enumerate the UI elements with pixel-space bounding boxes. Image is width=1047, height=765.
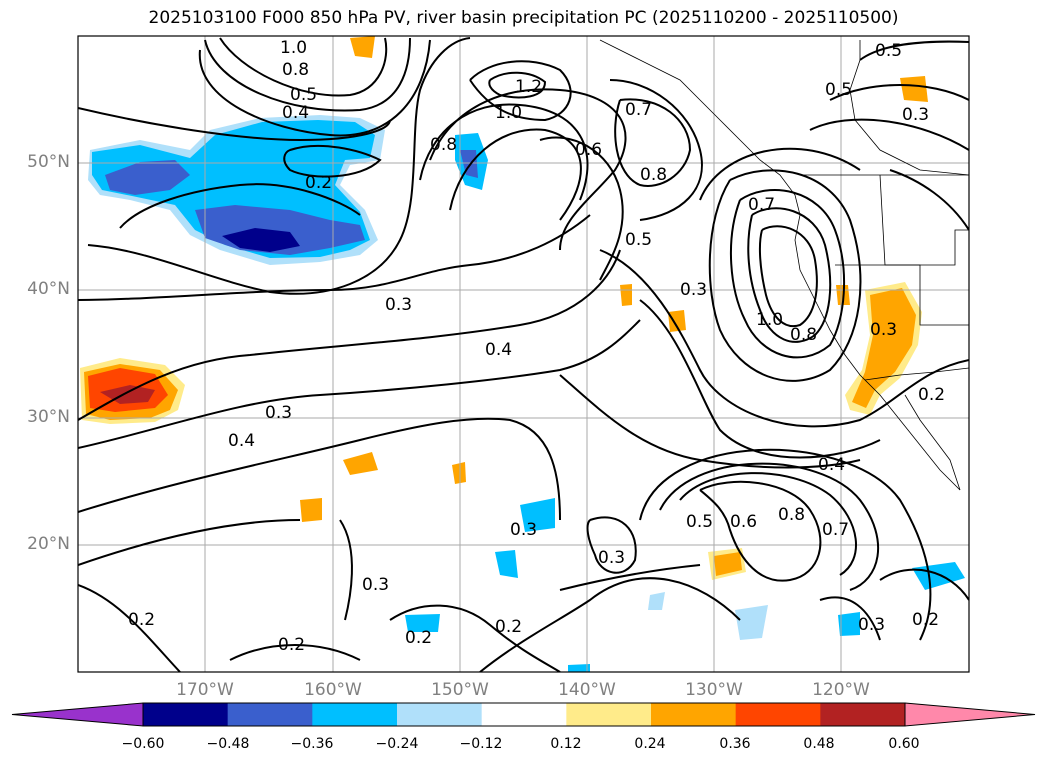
contour-label: 0.8 — [430, 135, 457, 155]
contour-label: 0.5 — [625, 230, 652, 250]
contour-label: 0.5 — [825, 80, 852, 100]
contour-label: 0.5 — [875, 41, 902, 61]
contour-label: 1.2 — [515, 77, 542, 97]
lat-label: 50°N — [27, 152, 70, 172]
colorbar-tick-label: −0.24 — [375, 736, 419, 752]
contour-label: 0.7 — [625, 100, 652, 120]
contour-label: 1.0 — [280, 38, 307, 58]
colorbar-tick-label: −0.48 — [206, 736, 250, 752]
contour-label: 0.2 — [305, 173, 332, 193]
lat-label: 40°N — [27, 279, 70, 299]
contour-label: 0.3 — [858, 615, 885, 635]
lon-label: 160°W — [304, 680, 362, 700]
lon-label: 150°W — [431, 680, 489, 700]
contour-label: 0.3 — [510, 520, 537, 540]
lat-label: 20°N — [27, 534, 70, 554]
contour-label-group: 1.0 0.8 0.5 0.4 0.2 1.2 1.0 0.8 0.6 0.7 … — [128, 38, 945, 655]
contour-label: 0.3 — [265, 403, 292, 423]
lon-label: 140°W — [558, 680, 616, 700]
colorbar-tick-label: 0.36 — [719, 736, 751, 752]
contour-label: 0.2 — [405, 628, 432, 648]
contour-label: 0.3 — [598, 548, 625, 568]
colorbar-tick-label: −0.60 — [121, 736, 165, 752]
contour-label: 0.2 — [128, 610, 155, 630]
contour-label: 0.8 — [790, 325, 817, 345]
contour-label: 0.5 — [686, 512, 713, 532]
contour-label: 0.3 — [385, 295, 412, 315]
contour-label: 0.3 — [680, 280, 707, 300]
colorbar-tick-label: 0.12 — [550, 736, 582, 752]
contour-label: 1.0 — [495, 103, 522, 123]
contour-label: 1.0 — [756, 310, 783, 330]
lon-label: 130°W — [685, 680, 743, 700]
contour-label: 0.4 — [485, 340, 512, 360]
colorbar-tick-label: −0.12 — [459, 736, 503, 752]
lon-label: 170°W — [176, 680, 234, 700]
contour-label: 0.3 — [870, 320, 897, 340]
contour-label: 0.8 — [778, 505, 805, 525]
colorbar-tick-label: 0.24 — [634, 736, 666, 752]
contour-label: 0.5 — [290, 85, 317, 105]
contour-label: 0.6 — [730, 512, 757, 532]
contour-label: 0.3 — [362, 575, 389, 595]
contour-label: 0.8 — [640, 165, 667, 185]
contour-label: 0.4 — [282, 103, 309, 123]
map-title: 2025103100 F000 850 hPa PV, river basin … — [148, 8, 899, 28]
contour-label: 0.2 — [278, 635, 305, 655]
contour-label: 0.3 — [902, 105, 929, 125]
colorbar-tick-label: 0.60 — [888, 736, 920, 752]
colorbar-tick-label: 0.48 — [803, 736, 835, 752]
precipitation-shading — [80, 36, 965, 672]
contour-label: 0.2 — [495, 617, 522, 637]
lon-label: 120°W — [812, 680, 870, 700]
contour-label: 0.2 — [918, 385, 945, 405]
contour-label: 0.4 — [228, 431, 255, 451]
pv-contours — [78, 37, 969, 672]
contour-label: 0.6 — [575, 140, 602, 160]
colorbar-tick-label: −0.36 — [290, 736, 334, 752]
contour-label: 0.7 — [748, 195, 775, 215]
contour-label: 0.2 — [912, 610, 939, 630]
map-frame — [77, 35, 970, 673]
contour-label: 0.8 — [282, 60, 309, 80]
lat-label: 30°N — [27, 407, 70, 427]
contour-label: 0.4 — [818, 455, 845, 475]
gridlines — [78, 36, 969, 672]
contour-label: 0.7 — [822, 520, 849, 540]
